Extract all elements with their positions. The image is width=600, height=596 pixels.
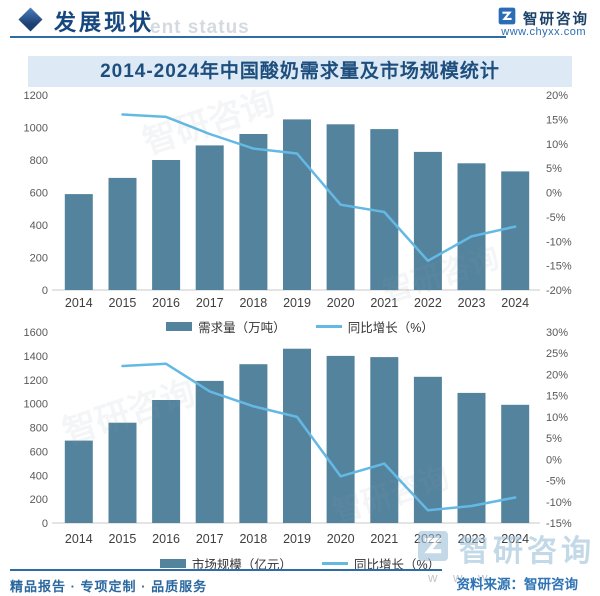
svg-text:2018: 2018 bbox=[239, 532, 267, 546]
svg-text:2024: 2024 bbox=[501, 296, 529, 310]
svg-text:30%: 30% bbox=[546, 327, 568, 339]
data-source: 资料来源：智研咨询 bbox=[456, 577, 579, 592]
demand-volume-chart-plot: 0 200 400 600 800 1000 1200 -20% -15% -10% -5% 0% 5%… bbox=[24, 90, 572, 310]
svg-text:600: 600 bbox=[30, 446, 48, 458]
svg-text:2021: 2021 bbox=[370, 296, 398, 310]
svg-text:200: 200 bbox=[30, 253, 48, 265]
svg-text:2019: 2019 bbox=[283, 532, 311, 546]
svg-text:10%: 10% bbox=[546, 412, 568, 424]
bar-swatch bbox=[166, 322, 193, 331]
svg-text:-20%: -20% bbox=[546, 285, 572, 297]
svg-text:2024: 2024 bbox=[501, 532, 529, 546]
legend-label: 市场规模（亿元） bbox=[191, 558, 292, 572]
svg-text:20%: 20% bbox=[546, 90, 568, 102]
market-size-chart: 0 200 400 600 800 1000 1200 1400 1600 -15% -10% -5%… bbox=[0, 322, 600, 572]
legend-label: 同比增长（%） bbox=[347, 321, 434, 335]
diamond-icon bbox=[18, 7, 43, 32]
svg-text:0: 0 bbox=[42, 518, 48, 530]
legend-item-demand: 需求量（万吨） bbox=[166, 317, 286, 336]
svg-text:0%: 0% bbox=[546, 454, 562, 466]
legend-item-growth: 同比增长（%） bbox=[321, 554, 441, 573]
footer-tagline: 精品报告 · 专项定制 · 品质服务 bbox=[10, 579, 208, 594]
svg-text:2023: 2023 bbox=[458, 296, 486, 310]
svg-text:400: 400 bbox=[30, 470, 48, 482]
svg-text:2020: 2020 bbox=[327, 296, 355, 310]
header-divider bbox=[10, 36, 506, 38]
svg-text:200: 200 bbox=[30, 494, 48, 506]
svg-text:2020: 2020 bbox=[327, 532, 355, 546]
svg-text:2022: 2022 bbox=[414, 296, 442, 310]
svg-text:1200: 1200 bbox=[24, 375, 48, 387]
svg-text:1400: 1400 bbox=[24, 351, 48, 363]
brand-name: 智研咨询 bbox=[523, 12, 589, 28]
svg-text:600: 600 bbox=[30, 188, 48, 200]
bar-swatch bbox=[159, 559, 186, 568]
svg-text:10%: 10% bbox=[546, 139, 568, 151]
svg-text:-10%: -10% bbox=[546, 497, 572, 509]
line-swatch bbox=[321, 562, 348, 565]
svg-text:800: 800 bbox=[30, 155, 48, 167]
svg-text:800: 800 bbox=[30, 423, 48, 435]
legend-label: 同比增长（%） bbox=[353, 558, 441, 572]
market-size-chart-plot: 0 200 400 600 800 1000 1200 1400 1600 -15% -10% -5%… bbox=[24, 327, 572, 546]
svg-text:2019: 2019 bbox=[283, 296, 311, 310]
svg-text:25%: 25% bbox=[546, 348, 568, 360]
svg-text:2018: 2018 bbox=[239, 296, 267, 310]
svg-text:15%: 15% bbox=[546, 391, 568, 403]
svg-text:2021: 2021 bbox=[370, 532, 398, 546]
svg-text:-15%: -15% bbox=[546, 261, 572, 273]
svg-text:-15%: -15% bbox=[546, 518, 572, 530]
chart-title: 2014-2024年中国酸奶需求量及市场规模统计 bbox=[28, 56, 572, 87]
svg-text:0: 0 bbox=[42, 285, 48, 297]
legend-item-market-size: 市场规模（亿元） bbox=[159, 554, 292, 573]
svg-text:-5%: -5% bbox=[546, 476, 566, 488]
svg-text:15%: 15% bbox=[546, 114, 568, 126]
svg-text:400: 400 bbox=[30, 220, 48, 232]
svg-text:2023: 2023 bbox=[458, 532, 486, 546]
svg-text:2014: 2014 bbox=[65, 532, 93, 546]
svg-text:2014: 2014 bbox=[65, 296, 93, 310]
svg-text:2017: 2017 bbox=[196, 532, 224, 546]
legend-item-growth: 同比增长（%） bbox=[315, 317, 434, 336]
watermark-www-text: w w w . bbox=[428, 570, 513, 585]
svg-text:2015: 2015 bbox=[109, 296, 137, 310]
header-watermark-text: ent status bbox=[150, 17, 250, 38]
brand-website: www.chyxx.com bbox=[501, 26, 586, 38]
footer-divider bbox=[10, 569, 442, 571]
svg-text:20%: 20% bbox=[546, 369, 568, 381]
line-swatch bbox=[315, 325, 342, 328]
svg-text:-5%: -5% bbox=[546, 212, 566, 224]
svg-text:1600: 1600 bbox=[24, 327, 48, 339]
svg-text:1200: 1200 bbox=[24, 90, 48, 102]
svg-text:2015: 2015 bbox=[109, 532, 137, 546]
legend-label: 需求量（万吨） bbox=[198, 321, 286, 335]
svg-text:2017: 2017 bbox=[196, 296, 224, 310]
svg-text:-10%: -10% bbox=[546, 236, 572, 248]
market-chart-legend: 市场规模（亿元） 同比增长（%） bbox=[0, 554, 600, 573]
svg-text:2016: 2016 bbox=[152, 532, 180, 546]
svg-text:1000: 1000 bbox=[24, 399, 48, 411]
demand-chart-legend: 需求量（万吨） 同比增长（%） bbox=[0, 317, 600, 336]
svg-text:5%: 5% bbox=[546, 433, 562, 445]
svg-text:5%: 5% bbox=[546, 163, 562, 175]
svg-text:2016: 2016 bbox=[152, 296, 180, 310]
svg-text:0%: 0% bbox=[546, 188, 562, 200]
svg-text:1000: 1000 bbox=[24, 123, 48, 135]
section-title: 发展现状 bbox=[54, 10, 155, 35]
demand-volume-chart: 0 200 400 600 800 1000 1200 -20% -15% -10% -5% 0% 5%… bbox=[0, 85, 600, 337]
svg-text:2022: 2022 bbox=[414, 532, 442, 546]
brand-logo-icon bbox=[497, 6, 517, 26]
